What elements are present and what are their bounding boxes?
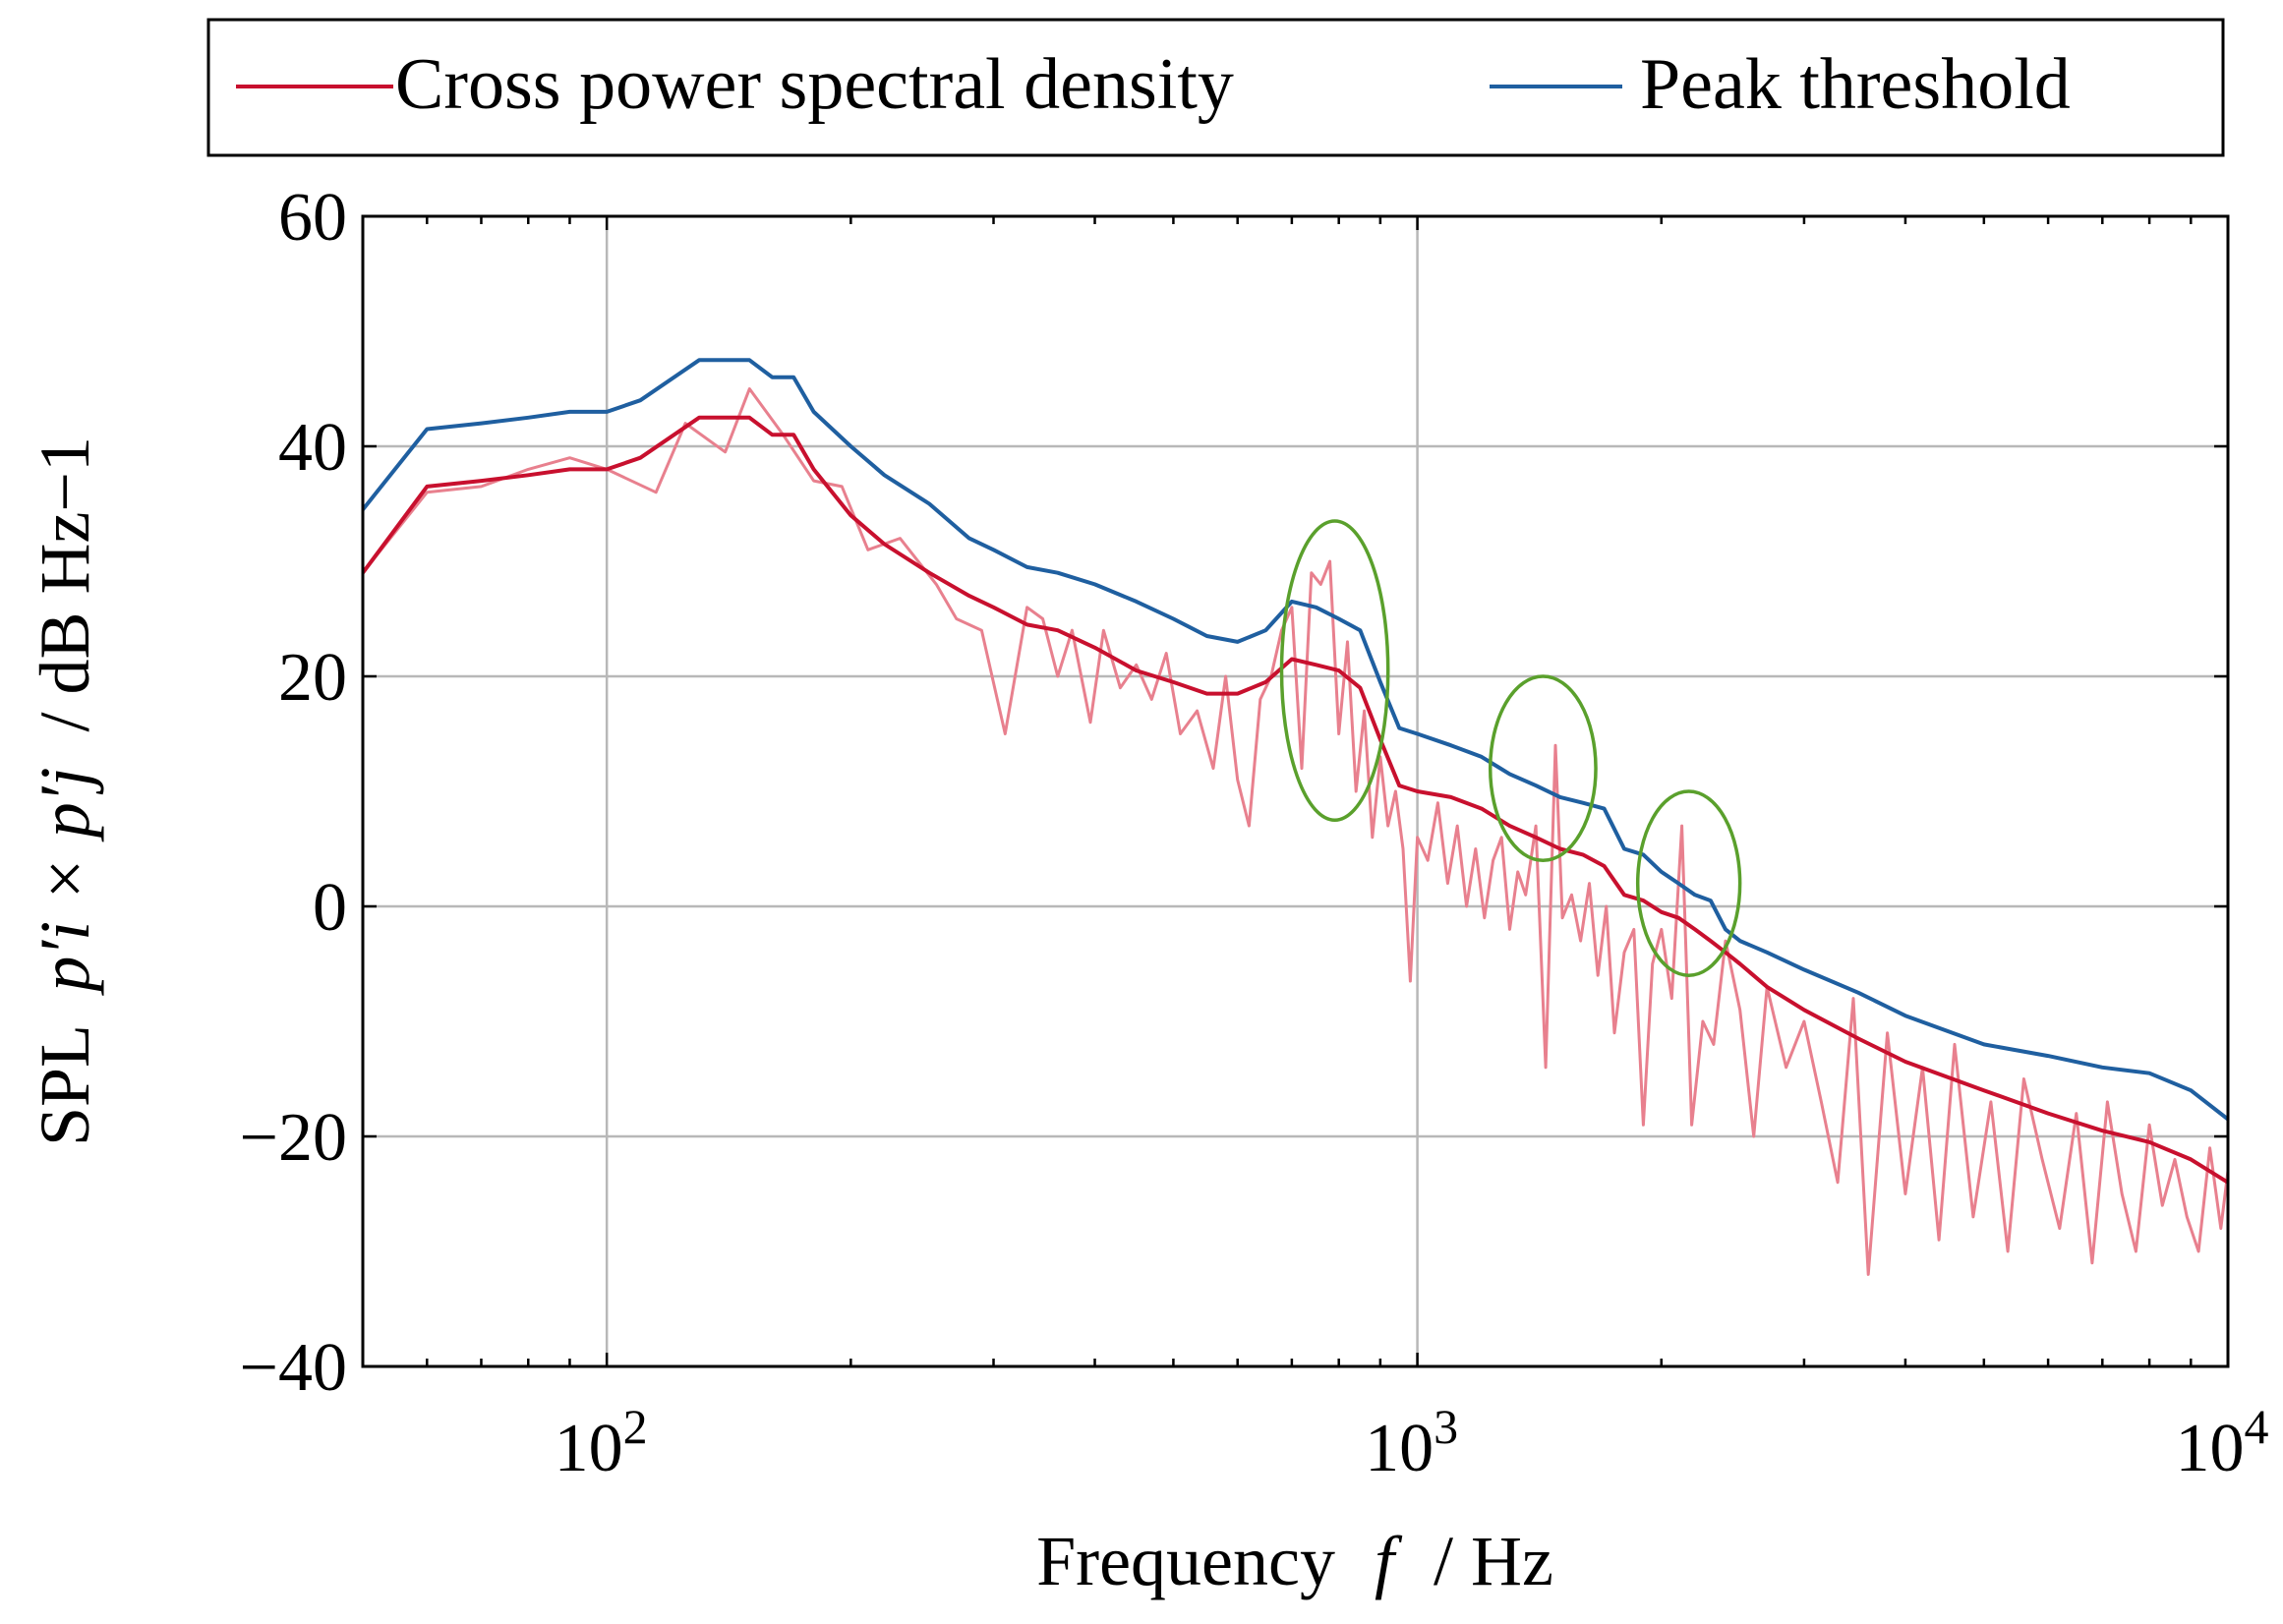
x-axis-title-symbol: f xyxy=(1375,1522,1403,1600)
plot-area xyxy=(363,216,2228,1366)
x-tick-label: 102 xyxy=(555,1399,648,1486)
legend-label-threshold: Peak threshold xyxy=(1640,44,2071,125)
annotation-layer xyxy=(1279,519,1742,977)
cpsd-smoothed-line xyxy=(363,415,2228,1185)
x-tick-label-base: 10 xyxy=(1365,1411,1434,1486)
y-tick-label: 40 xyxy=(278,410,347,486)
plot-frame xyxy=(361,214,2230,1368)
x-axis-title: Frequency f / Hz xyxy=(1036,1522,1553,1600)
series-layer xyxy=(363,358,2228,1276)
x-tick-label: 104 xyxy=(2176,1399,2269,1486)
y-tick-label: −40 xyxy=(240,1330,347,1406)
y-axis-title-expr: p′i × p′j xyxy=(26,768,104,997)
peak-annotation-ellipse xyxy=(1635,789,1742,977)
y-axis-title-prefix: SPL xyxy=(26,1027,104,1146)
x-tick-label-base: 10 xyxy=(2176,1411,2245,1486)
x-axis-title-text: Frequency xyxy=(1036,1522,1335,1600)
x-tick-labels: 102 103 104 xyxy=(555,1399,2269,1486)
x-tick-label-exponent: 3 xyxy=(1434,1399,1458,1454)
cpsd-raw-line xyxy=(363,387,2228,1276)
y-tick-label: −20 xyxy=(240,1100,347,1176)
legend-label-cpsd: Cross power spectral density xyxy=(395,44,1234,125)
x-tick-label-exponent: 2 xyxy=(623,1399,648,1454)
x-tick-label-base: 10 xyxy=(555,1411,623,1486)
y-tick-label: 60 xyxy=(278,180,347,256)
y-axis-title: SPL p′i × p′j / dB Hz−1 xyxy=(26,436,104,1146)
peak-annotation-ellipse xyxy=(1279,519,1390,823)
peak-annotation-ellipse xyxy=(1488,674,1598,862)
y-tick-labels: 60 40 20 0 −20 −40 xyxy=(240,180,347,1406)
y-axis-title-unit: / dB Hz−1 xyxy=(26,436,104,732)
x-tick-label: 103 xyxy=(1365,1399,1458,1486)
y-tick-label: 0 xyxy=(313,870,347,946)
x-axis-title-unit: / Hz xyxy=(1434,1522,1553,1600)
x-tick-label-exponent: 4 xyxy=(2245,1399,2269,1454)
peak-threshold-line xyxy=(363,358,2228,1122)
y-tick-label: 20 xyxy=(278,640,347,716)
legend-box xyxy=(206,18,2225,157)
legend: Cross power spectral density Peak thresh… xyxy=(206,18,2225,157)
